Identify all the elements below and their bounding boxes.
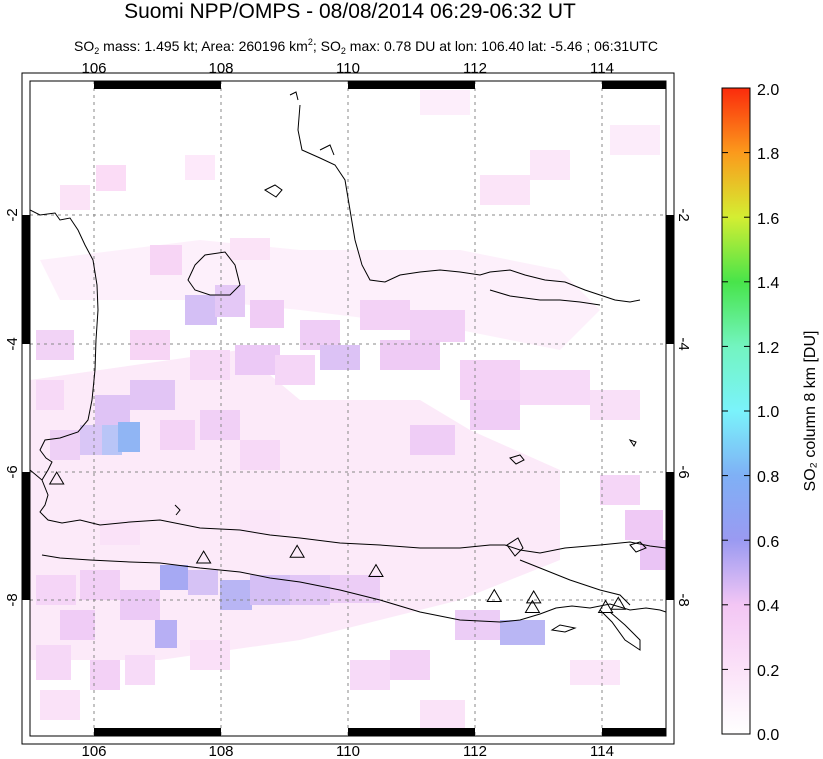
lat-tick-right: -4 xyxy=(675,337,692,350)
lon-tick-bottom: 106 xyxy=(81,743,106,759)
volcano-markers xyxy=(48,471,627,613)
lon-axis-labels: 106 108 110 112 114 106 108 110 112 114 xyxy=(81,60,613,759)
lat-tick-left: -4 xyxy=(4,337,21,350)
lon-tick-bottom: 112 xyxy=(463,743,487,759)
triangle-icon xyxy=(597,599,614,613)
lat-tick-right: -8 xyxy=(675,593,692,606)
lon-tick-top: 114 xyxy=(590,60,614,77)
lat-tick-left: -8 xyxy=(4,593,21,606)
lat-tick-right: -2 xyxy=(675,208,692,221)
lon-tick-top: 106 xyxy=(81,60,106,77)
lon-tick-bottom: 114 xyxy=(590,743,614,759)
map-outer-frame xyxy=(21,72,675,745)
map-subtitle: SO2 mass: 1.495 kt; Area: 260196 km2; SO… xyxy=(74,37,658,56)
so2-pixel-layer xyxy=(30,90,666,730)
lat-tick-right: -6 xyxy=(675,465,692,478)
triangle-icon xyxy=(610,596,627,610)
lat-tick-left: -2 xyxy=(4,208,21,221)
lat-axis-labels: -2 -4 -6 -8 -2 -4 -6 -8 xyxy=(4,208,692,606)
map-title: Suomi NPP/OMPS - 08/08/2014 06:29-06:32 … xyxy=(124,0,576,23)
map-frame-ticks xyxy=(22,81,674,736)
lat-tick-left: -6 xyxy=(4,465,21,478)
triangle-icon xyxy=(368,563,384,578)
lon-tick-bottom: 108 xyxy=(208,743,233,759)
lon-tick-top: 110 xyxy=(336,60,360,77)
triangle-icon xyxy=(289,544,305,558)
map-inner-frame xyxy=(29,80,667,737)
lon-tick-top: 112 xyxy=(463,60,487,77)
lon-tick-top: 108 xyxy=(208,60,233,77)
map-gridlines xyxy=(30,81,666,736)
triangle-icon xyxy=(524,599,541,613)
triangle-icon xyxy=(48,471,65,485)
triangle-icon xyxy=(195,550,212,564)
triangle-icon xyxy=(486,588,503,603)
lon-tick-bottom: 110 xyxy=(336,743,360,759)
